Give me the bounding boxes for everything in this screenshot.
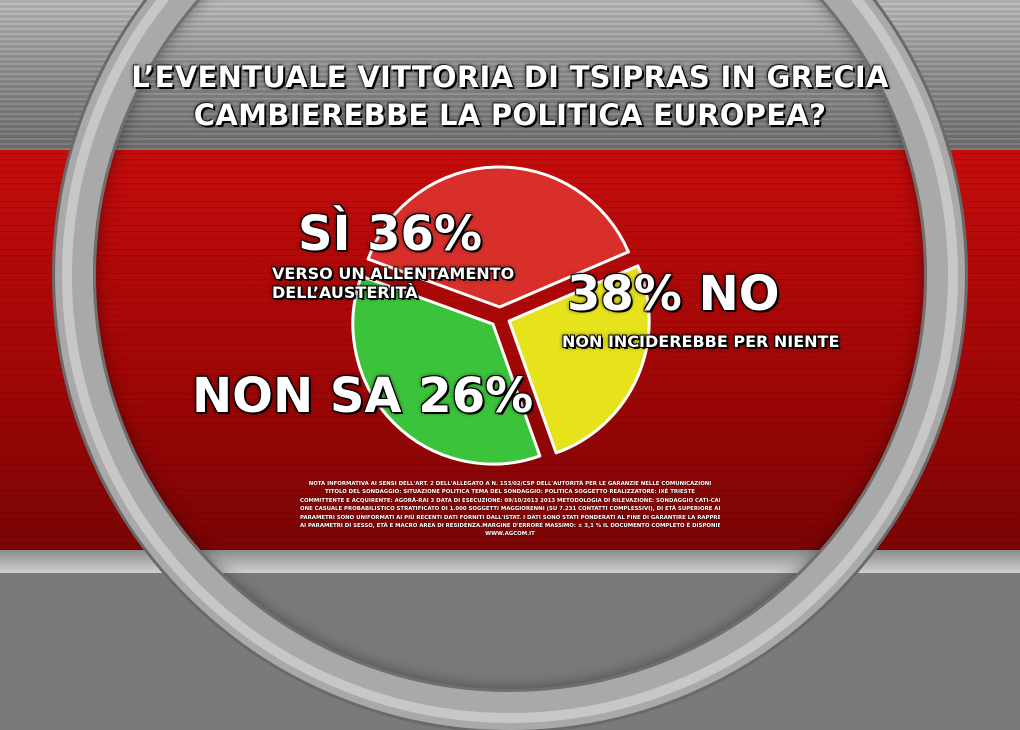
pie-slice-non-sa xyxy=(507,264,651,455)
poll-question-title: L’EVENTUALE VITTORIA DI TSIPRAS IN GRECI… xyxy=(110,58,910,134)
footer-line-2: TITOLO DEL SONDAGGIO: SITUAZIONE POLITIC… xyxy=(325,489,695,496)
footer-line-6: AI PARAMETRI DI SESSO, ETÀ E MACRO AREA … xyxy=(300,523,720,530)
methodology-note: NOTA INFORMATIVA AI SENSI DELL'ART. 2 DE… xyxy=(300,480,720,539)
pie-slice-no xyxy=(366,165,630,309)
label-non-sa-answer: NON SA xyxy=(192,368,402,424)
title-line-1: L’EVENTUALE VITTORIA DI TSIPRAS IN GRECI… xyxy=(131,60,889,94)
label-si-answer: SÌ xyxy=(298,206,351,262)
label-no: 38% NO xyxy=(567,268,780,320)
pie-chart xyxy=(351,165,651,466)
label-si-description-line-2: DELL’AUSTERITÀ xyxy=(272,283,418,302)
label-si-value: 36% xyxy=(367,206,483,262)
label-no-answer: NO xyxy=(698,266,780,322)
label-no-value: 38% xyxy=(567,266,682,322)
label-non-sa: NON SA 26% xyxy=(192,370,533,422)
label-no-description: NON INCIDEREBBE PER NIENTE xyxy=(562,332,840,351)
pie-slice-si xyxy=(351,274,542,466)
footer-line-5: PARAMETRI SONO UNIFORMATI AI PIÙ RECENTI… xyxy=(300,514,720,521)
title-line-2: CAMBIEREBBE LA POLITICA EUROPEA? xyxy=(193,98,827,132)
footer-line-7: WWW.AGCOM.IT xyxy=(485,531,535,538)
label-si: SÌ 36% xyxy=(298,208,482,260)
footer-line-1: NOTA INFORMATIVA AI SENSI DELL'ART. 2 DE… xyxy=(308,481,712,487)
label-si-description: VERSO UN ALLENTAMENTO DELL’AUSTERITÀ xyxy=(272,264,514,302)
footer-line-4: ONE CASUALE PROBABILISTICO STRATIFICATO … xyxy=(300,506,720,513)
label-si-description-line-1: VERSO UN ALLENTAMENTO xyxy=(272,264,515,283)
footer-line-3: COMMITTENTE E ACQUIRENTE: AGORÀ-RAI 3 DA… xyxy=(300,497,720,504)
label-non-sa-value: 26% xyxy=(418,368,534,424)
